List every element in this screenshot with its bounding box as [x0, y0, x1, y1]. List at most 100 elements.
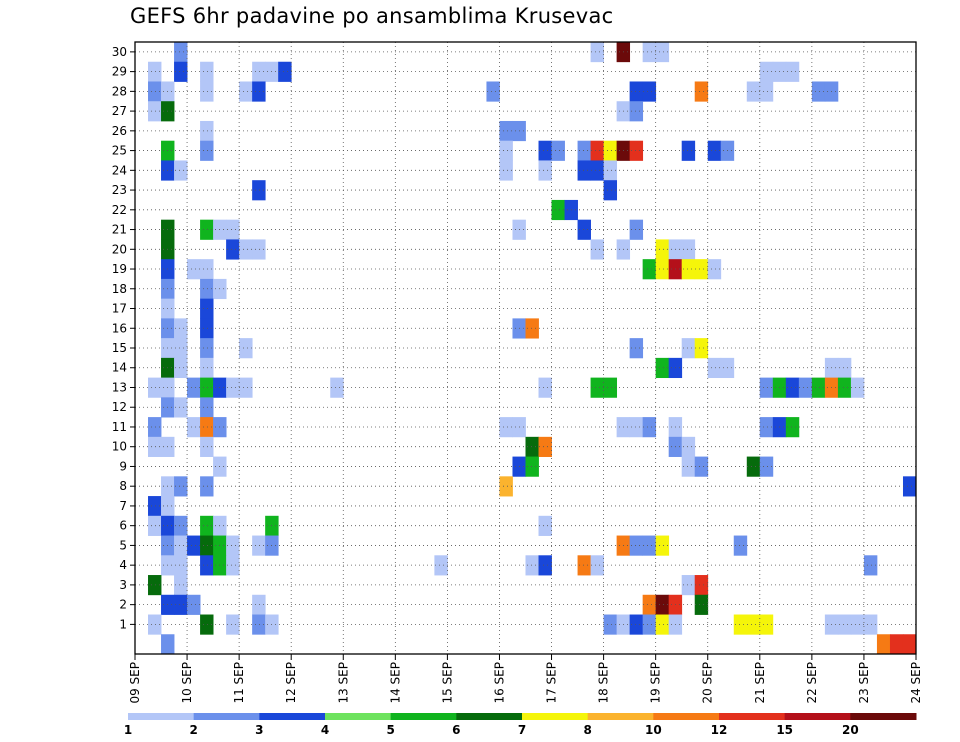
heatmap-cell — [889, 634, 904, 655]
heatmap-cell — [759, 377, 774, 398]
heatmap-cell — [200, 417, 214, 438]
heatmap-cell — [629, 219, 644, 240]
heatmap-cell — [629, 101, 644, 122]
y-tick-label: 12 — [112, 400, 127, 414]
x-axis: 09 SEP 10 SEP 11 SEP 12 SEP 13 SEP 14 SEP 15 S… — [128, 654, 923, 704]
heatmap-cell — [252, 81, 266, 102]
colorbar-label: 6 — [452, 723, 460, 737]
heatmap-cell — [148, 417, 162, 438]
heatmap-cell — [226, 239, 240, 260]
heatmap-cell — [525, 555, 539, 576]
chart-title: GEFS 6hr padavine po ansamblima Krusevac — [130, 4, 614, 28]
heatmap-cell — [863, 614, 878, 635]
colorbar-label: 7 — [518, 723, 526, 737]
heatmap-cell — [252, 180, 266, 201]
heatmap-cell — [148, 496, 162, 517]
heatmap-cell — [629, 338, 644, 359]
colorbar-label: 12 — [711, 723, 728, 737]
y-tick-label: 11 — [112, 420, 127, 434]
heatmap-cell — [226, 377, 240, 398]
x-tick-label: 24 SEP — [909, 662, 923, 704]
heatmap-cell — [200, 555, 214, 576]
y-tick-label: 18 — [112, 282, 127, 296]
heatmap-cell — [603, 377, 618, 398]
colorbar-swatch — [128, 713, 195, 720]
colorbar-swatch — [587, 713, 654, 720]
heatmap-cell — [525, 436, 539, 457]
heatmap-cell — [759, 61, 774, 82]
colorbar-swatch — [325, 713, 392, 720]
y-tick-label: 26 — [112, 124, 127, 138]
heatmap-cell — [655, 614, 670, 635]
heatmap-cell — [200, 219, 214, 240]
heatmap-cell — [798, 377, 813, 398]
heatmap-cell — [707, 140, 722, 161]
y-tick-label: 22 — [112, 203, 127, 217]
heatmap-cell — [837, 357, 852, 379]
heatmap-cell — [252, 614, 266, 635]
heatmap-cell — [187, 594, 201, 615]
y-tick-label: 29 — [112, 65, 127, 79]
heatmap-cell — [551, 140, 565, 161]
colorbar-label: 2 — [189, 723, 197, 737]
heatmap-cell — [187, 259, 201, 280]
colorbar-label: 8 — [583, 723, 591, 737]
heatmap-cell — [642, 594, 657, 615]
heatmap-cell — [902, 634, 917, 655]
heatmap-cell — [200, 298, 214, 319]
heatmap-cell — [655, 535, 670, 556]
y-tick-label: 7 — [119, 499, 127, 513]
heatmap-cell — [434, 555, 448, 576]
x-tick-label: 16 SEP — [492, 662, 506, 704]
heatmap-cell — [174, 515, 188, 536]
heatmap-cell — [707, 259, 722, 280]
heatmap-cell — [200, 436, 214, 457]
y-tick-label: 4 — [119, 558, 127, 572]
heatmap-cell — [837, 614, 852, 635]
y-tick-label: 25 — [112, 144, 127, 158]
heatmap-cell — [525, 456, 539, 477]
heatmap-cell — [655, 594, 670, 615]
heatmap-cell — [655, 42, 670, 63]
heatmap-cell — [694, 594, 709, 615]
heatmap-cell — [148, 575, 162, 596]
y-tick-label: 19 — [112, 262, 127, 276]
heatmap-cell — [226, 555, 240, 576]
heatmap-cell — [200, 357, 214, 379]
heatmap-cell — [603, 180, 618, 201]
heatmap-cell — [499, 160, 513, 181]
colorbar: 1 2 3 4 5 6 7 8 10 12 15 20 — [124, 713, 917, 737]
heatmap-cell — [590, 42, 604, 63]
heatmap-cell — [538, 515, 552, 536]
x-tick-label: 15 SEP — [440, 662, 454, 704]
heatmap-cell — [174, 338, 188, 359]
colorbar-label: 1 — [124, 723, 132, 737]
colorbar-swatch — [850, 713, 917, 720]
heatmap-cell — [538, 160, 552, 181]
heatmap-cell — [174, 535, 188, 556]
colorbar-label: 10 — [645, 723, 662, 737]
heatmap-cell — [525, 318, 539, 339]
x-tick-label: 19 SEP — [649, 662, 663, 704]
heatmap-cell — [642, 535, 657, 556]
heatmap-cell — [629, 140, 644, 161]
colorbar-swatch — [193, 713, 260, 720]
heatmap-cell — [200, 278, 214, 300]
heatmap-cell — [642, 81, 657, 102]
x-tick-label: 17 SEP — [545, 662, 559, 704]
heatmap-cell — [148, 61, 162, 82]
heatmap-cell — [577, 555, 591, 576]
y-tick-label: 30 — [112, 45, 127, 59]
y-tick-label: 21 — [112, 223, 127, 237]
heatmap-cell — [226, 614, 240, 635]
y-tick-label: 17 — [112, 302, 127, 316]
heatmap-cell — [187, 535, 201, 556]
heatmap-cell — [759, 456, 774, 477]
heatmap-cell — [837, 377, 852, 398]
heatmap-cell — [174, 61, 188, 82]
x-tick-label: 23 SEP — [857, 662, 871, 704]
heatmap-cell — [239, 377, 253, 398]
heatmap-cell — [811, 377, 826, 398]
heatmap-cell — [200, 61, 214, 82]
